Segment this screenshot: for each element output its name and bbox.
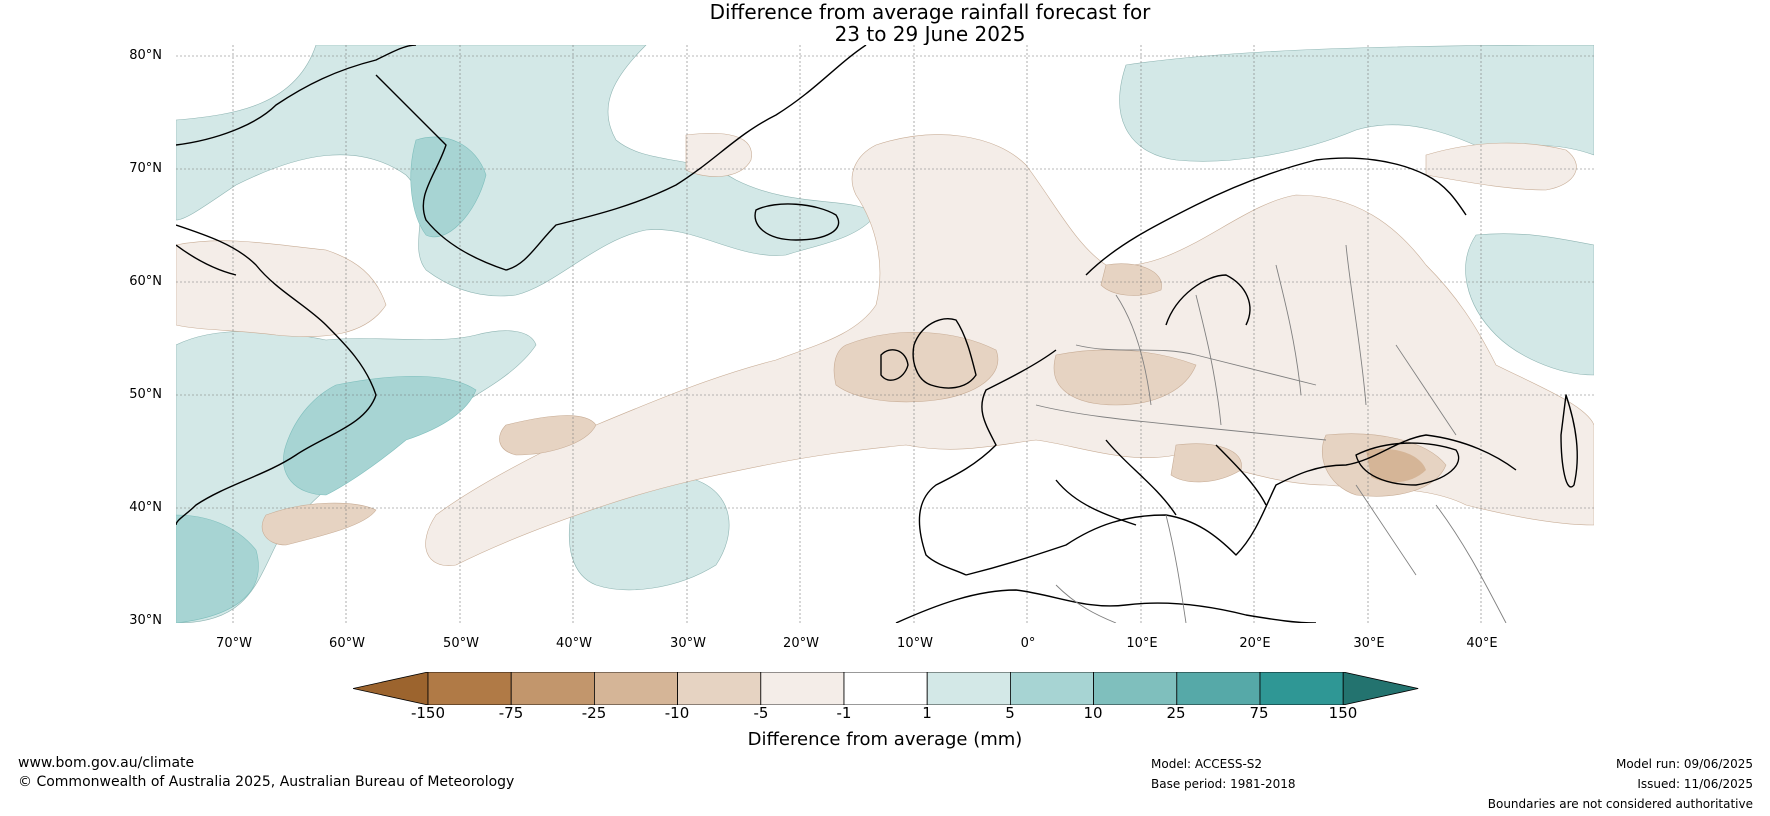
colorbar-tick: 25 <box>1166 704 1186 722</box>
lon-label-30e: 30°E <box>1353 636 1385 651</box>
lat-label-30n: 30°N <box>129 613 162 628</box>
colorbar-tick: 1 <box>922 704 932 722</box>
lon-label-40w: 40°W <box>556 636 592 651</box>
lon-label-10w: 10°W <box>897 636 933 651</box>
lon-label-60w: 60°W <box>329 636 365 651</box>
rainfall-anomaly-map <box>176 45 1594 623</box>
footer-model: Model: ACCESS-S2 <box>1151 757 1263 771</box>
lon-label-40e: 40°E <box>1466 636 1498 651</box>
colorbar-tick: -10 <box>664 704 690 722</box>
footer-url: www.bom.gov.au/climate <box>18 755 195 771</box>
colorbar-segment <box>843 672 928 705</box>
lon-label-20e: 20°E <box>1239 636 1271 651</box>
lon-label-30w: 30°W <box>670 636 706 651</box>
footer-base-period: Base period: 1981-2018 <box>1151 777 1296 791</box>
coastlines <box>176 45 1578 623</box>
colorbar-segment <box>1093 672 1178 705</box>
colorbar-tick: 75 <box>1249 704 1269 722</box>
lon-label-50w: 50°W <box>443 636 479 651</box>
colorbar-tick: 10 <box>1083 704 1103 722</box>
colorbar-tick: -75 <box>498 704 524 722</box>
lat-label-80n: 80°N <box>129 48 162 63</box>
wet-anomaly-strong <box>176 136 487 623</box>
dry-anomaly-stronger <box>1366 448 1426 483</box>
map-title-line1: Difference from average rainfall forecas… <box>709 0 1151 24</box>
map-title-line2: 23 to 29 June 2025 <box>834 22 1026 46</box>
lon-label-10e: 10°E <box>1126 636 1158 651</box>
colorbar-tick: -5 <box>753 704 769 722</box>
lat-label-50n: 50°N <box>129 387 162 402</box>
footer-disclaimer: Boundaries are not considered authoritat… <box>1487 797 1753 811</box>
colorbar-segment <box>677 672 762 705</box>
colorbar-tick: 5 <box>1005 704 1015 722</box>
graticule <box>176 45 1594 623</box>
colorbar-segment <box>510 672 595 705</box>
colorbar-segment <box>1259 672 1344 705</box>
colorbar-segment <box>926 672 1011 705</box>
colorbar <box>353 672 1419 705</box>
colorbar-label: Difference from average (mm) <box>747 729 1023 750</box>
lon-label-70w: 70°W <box>216 636 252 651</box>
footer-issued: Issued: 11/06/2025 <box>1637 777 1753 791</box>
lat-label-60n: 60°N <box>129 274 162 289</box>
footer-model-run: Model run: 09/06/2025 <box>1615 757 1753 771</box>
colorbar-segment <box>1176 672 1261 705</box>
colorbar-segment <box>760 672 845 705</box>
lat-label-40n: 40°N <box>129 500 162 515</box>
footer-copyright: © Commonwealth of Australia 2025, Austra… <box>18 774 515 790</box>
colorbar-segment <box>427 672 512 705</box>
colorbar-extend-high <box>1342 672 1419 705</box>
lon-label-20w: 20°W <box>783 636 819 651</box>
colorbar-segment <box>593 672 678 705</box>
country-borders <box>1035 244 1507 623</box>
dry-anomaly-strong <box>261 263 1447 546</box>
colorbar-extend-low <box>353 672 429 705</box>
lat-label-70n: 70°N <box>129 161 162 176</box>
colorbar-tick: 150 <box>1328 704 1358 722</box>
colorbar-tick: -25 <box>581 704 607 722</box>
colorbar-tick: -1 <box>836 704 852 722</box>
lon-label-0: 0° <box>1020 636 1036 651</box>
colorbar-segment <box>1010 672 1095 705</box>
colorbar-tick: -150 <box>410 704 446 722</box>
